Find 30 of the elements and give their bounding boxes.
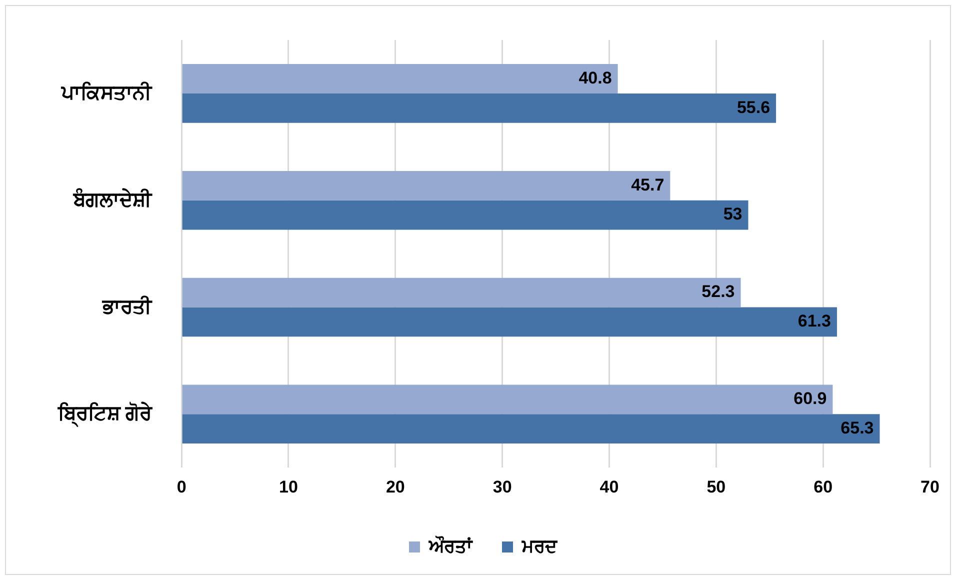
bar [182,384,833,414]
y-tick-label: ਭਾਰਤੀ [102,294,153,318]
bar [182,93,776,123]
bar [182,278,741,308]
x-tick-label: 0 [176,477,186,496]
legend-label: ਮਰਦ [521,536,558,556]
y-tick-label: ਬ੍ਰਿਟਿਸ਼ ਗੋਰੇ [56,400,154,428]
x-tick-label: 40 [600,477,619,496]
bar [182,307,837,337]
x-tick-label: 20 [386,477,405,496]
data-label: 52.3 [702,282,735,302]
bar [182,414,880,444]
data-label: 40.8 [578,68,612,88]
x-tick-label: 10 [279,477,298,496]
y-tick-label: ਪਾਕਿਸਤਾਨੀ [60,80,153,104]
bar [182,200,748,230]
data-label: 61.3 [798,312,831,331]
y-tick-label: ਬੰਗਲਾਦੇਸ਼ੀ [72,186,153,211]
data-label: 53 [723,204,742,224]
x-tick-label: 30 [492,477,512,496]
bar [182,64,618,94]
data-label: 55.6 [736,98,770,117]
bar [182,170,670,200]
legend-label: ਔਰਤਾਂ [428,536,473,556]
x-tick-label: 60 [814,477,833,496]
x-tick-label: 70 [920,477,940,496]
x-tick-label: 50 [706,477,726,496]
data-label: 60.9 [794,389,827,408]
data-label: 45.7 [631,175,664,194]
data-label: 65.3 [840,418,874,438]
